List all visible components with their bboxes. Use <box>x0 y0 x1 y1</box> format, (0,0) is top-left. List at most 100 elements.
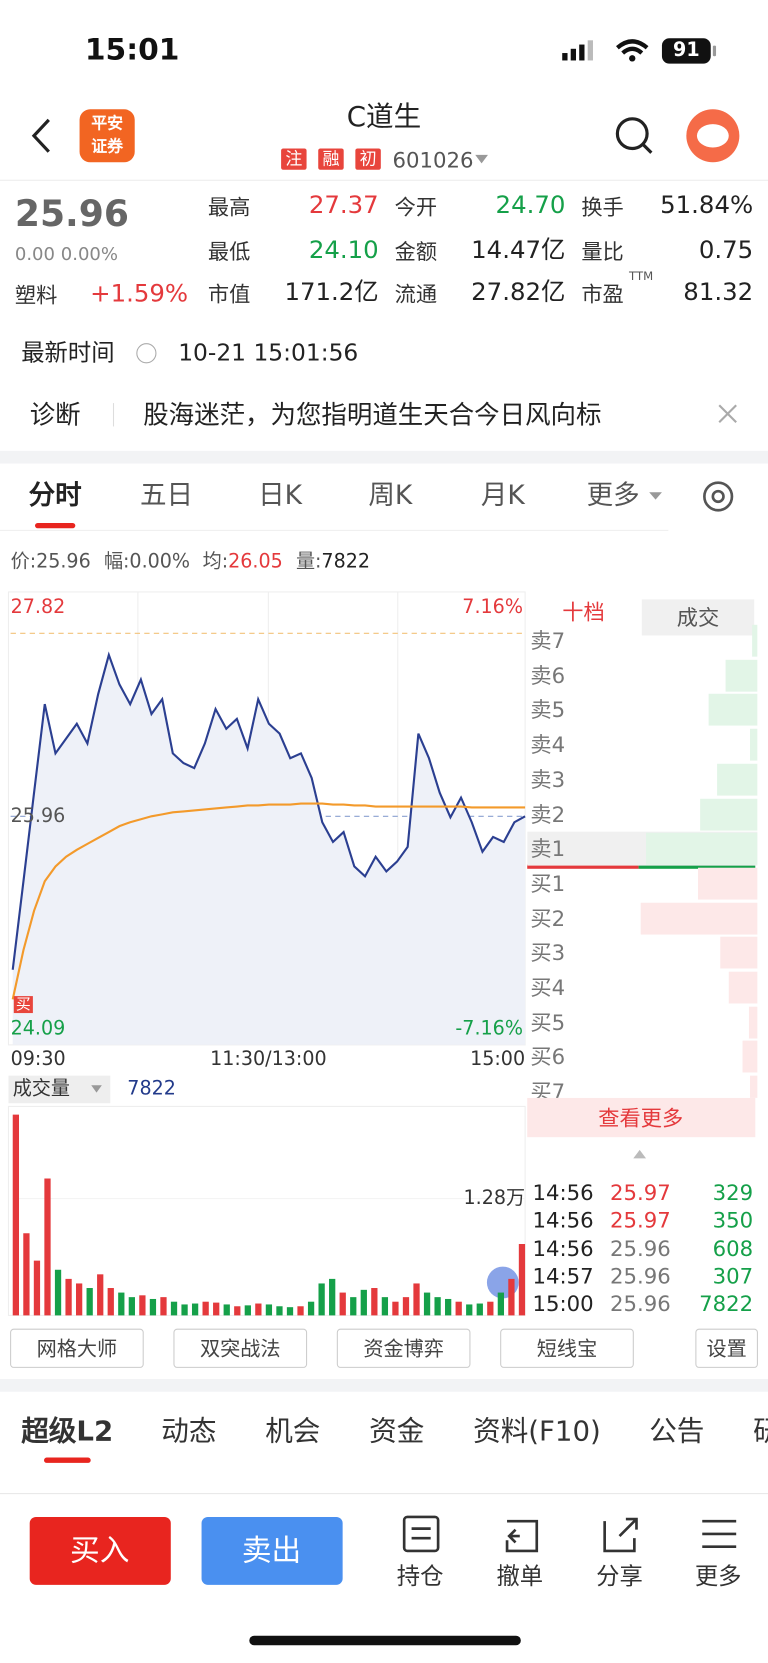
stat-value: 51.84% <box>660 192 754 220</box>
depth-bar <box>645 832 758 865</box>
volume-bar <box>497 1292 505 1316</box>
book-tab[interactable]: 十档 <box>562 599 605 625</box>
trade-price: 25.96 <box>609 1263 671 1289</box>
volume-bar <box>191 1303 199 1316</box>
sector: 塑料 <box>14 282 58 308</box>
volume-bar <box>307 1301 315 1316</box>
info-value: 26.05 <box>228 550 283 574</box>
sell-label[interactable]: 卖出 <box>241 1533 302 1569</box>
tag: 初 <box>355 148 381 170</box>
section-tab[interactable]: 资料(F10) <box>473 1416 601 1449</box>
volume-bar <box>139 1295 146 1316</box>
trade-volume: 307 <box>712 1263 754 1289</box>
section-tab[interactable]: 机会 <box>265 1416 321 1449</box>
battery-level: 91 <box>673 39 700 62</box>
volume-bar <box>487 1301 494 1316</box>
search-icon[interactable] <box>615 117 649 151</box>
trade-price: 25.97 <box>609 1179 671 1206</box>
volume-bar <box>23 1233 30 1316</box>
volume-value: 7822 <box>127 1077 176 1101</box>
buy-label[interactable]: 买入 <box>70 1533 130 1569</box>
battery <box>661 38 711 64</box>
level-label: 买6 <box>530 1044 566 1070</box>
tab[interactable]: 五日 <box>140 479 194 511</box>
section-tab[interactable]: 动态 <box>161 1416 217 1449</box>
collapse-icon[interactable] <box>633 1149 647 1159</box>
volume-bar <box>402 1297 410 1316</box>
volume-selector[interactable] <box>8 1075 111 1104</box>
volume-bar <box>508 1278 515 1316</box>
volume-bar <box>118 1292 125 1316</box>
depth-bar <box>750 728 758 761</box>
x-tick-label: 15:00 <box>470 1048 526 1071</box>
volume-bar <box>223 1304 230 1316</box>
action-label[interactable]: 更多 <box>694 1563 742 1590</box>
section-tab[interactable]: 资金 <box>369 1416 425 1449</box>
volume-bar <box>213 1302 220 1316</box>
settings-icon[interactable] <box>703 481 734 512</box>
volume-bar <box>445 1298 452 1316</box>
stat-label: 市值 <box>207 281 251 307</box>
sell-button[interactable] <box>201 1516 343 1585</box>
back-icon[interactable] <box>31 118 50 153</box>
volume-bar <box>54 1269 62 1316</box>
trade-volume: 350 <box>712 1207 754 1233</box>
action-icons <box>402 1515 737 1553</box>
trade-price: 25.96 <box>609 1291 671 1317</box>
stat-label: 换手 <box>581 194 624 220</box>
tag: 融 <box>318 148 344 170</box>
trade-time: 14:56 <box>532 1235 594 1261</box>
tag: 注 <box>281 148 307 170</box>
stat-label: 量比 <box>581 238 624 265</box>
stat-label: 市盈 <box>581 281 624 307</box>
tab[interactable]: 分时 <box>28 479 82 511</box>
y-tick-label: 27.82 <box>10 596 66 619</box>
section-tab[interactable]: 公告 <box>649 1416 705 1449</box>
volume-bar <box>170 1301 178 1316</box>
tool-label[interactable]: 双突战法 <box>199 1337 281 1361</box>
trade-time: 14:56 <box>532 1179 594 1206</box>
tab[interactable]: 日K <box>258 479 303 511</box>
stat-label: 最高 <box>207 194 251 220</box>
volume-bar <box>128 1297 135 1316</box>
volume-bar <box>181 1304 188 1316</box>
tool-label[interactable]: 资金博弈 <box>363 1337 444 1361</box>
update-time: 10-21 15:01:56 <box>178 340 359 367</box>
diagnosis-label: 诊断 <box>29 399 81 430</box>
level-label: 卖7 <box>530 627 566 654</box>
volume-bar <box>107 1288 114 1316</box>
tool-button <box>173 1328 308 1368</box>
action-label[interactable]: 分享 <box>596 1563 643 1590</box>
tool-label[interactable]: 设置 <box>706 1337 747 1361</box>
diagnosis-text[interactable]: 股海迷茫，为您指明道生天合今日风向标 <box>143 399 602 430</box>
tool-label[interactable]: 网格大师 <box>36 1337 118 1361</box>
volume-bar <box>318 1283 325 1316</box>
volume-bar <box>455 1301 462 1316</box>
section-tab[interactable]: 研报 <box>753 1417 768 1450</box>
depth-bar <box>640 902 758 935</box>
tab[interactable]: 更多 <box>586 479 640 511</box>
tool-label[interactable]: 短线宝 <box>536 1337 598 1361</box>
avatar <box>696 124 729 148</box>
level-label: 卖1 <box>530 836 566 862</box>
volume-bar <box>255 1303 262 1316</box>
info-label: 量: <box>295 550 322 574</box>
tab[interactable]: 周K <box>368 479 413 511</box>
gap <box>0 1379 768 1392</box>
order-book: 成交十档卖726.0253卖626.01297卖526.00460卖425.99… <box>527 594 758 1098</box>
action-label[interactable]: 撤单 <box>496 1563 544 1590</box>
volume-label: 成交量 <box>12 1077 71 1101</box>
info-icon <box>136 343 157 364</box>
tab[interactable]: 月K <box>480 479 525 511</box>
book-tab[interactable]: 成交 <box>641 599 755 636</box>
close-icon[interactable] <box>718 404 737 423</box>
stock-code: 601026 <box>392 147 474 173</box>
action-label[interactable]: 持仓 <box>396 1563 444 1590</box>
volume-frame <box>7 1105 526 1316</box>
section-tab[interactable]: 超级L2 <box>21 1416 114 1449</box>
buy-button[interactable] <box>29 1516 171 1585</box>
dropdown <box>649 492 662 500</box>
more-button[interactable]: 查看更多 <box>598 1105 684 1131</box>
more-bg <box>527 1097 756 1138</box>
